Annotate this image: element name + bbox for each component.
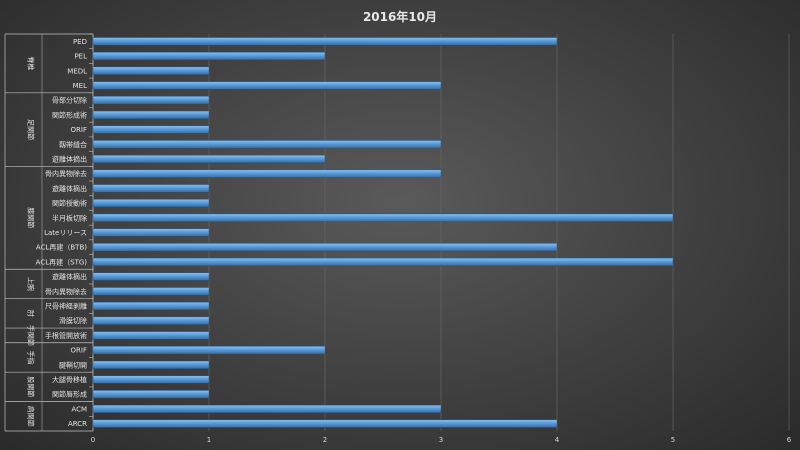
bar [92,419,558,428]
bar [92,184,210,193]
x-tick-label: 1 [207,436,211,444]
bar [92,360,210,369]
chart-title: 2016年10月 [363,9,437,24]
category-axis: PEDPELMEDLMEL骨部分切除関節形成術ORIF靱帯縫合遊離体摘出骨内異物… [4,33,94,432]
bar [92,316,210,325]
category-label: 大腿骨移植 [52,375,87,384]
bar [92,301,210,311]
category-label: 遊離体摘出 [52,184,87,193]
category-label: 半月板切除 [52,213,87,222]
x-tick-label: 0 [91,436,95,444]
category-label: ORIF [71,347,87,355]
bar [92,110,210,119]
category-label: 骨内異物除去 [45,169,87,178]
bar [92,375,210,384]
bar [92,140,442,149]
bar [92,199,210,208]
group-label: 脊椎 [26,56,35,70]
category-label: 滑膜切除 [59,316,87,325]
bar [92,169,442,178]
category-label: ACM [71,405,87,413]
x-tick-label: 4 [555,436,560,444]
group-label: 手指 [27,350,36,364]
x-tick-label: 2 [323,436,327,444]
category-label: MEDL [67,67,87,75]
bar [92,125,210,134]
bar [92,213,674,222]
group-label: 股関節 [27,376,36,397]
bar [92,81,442,90]
category-label: PEL [74,53,87,61]
group-label: 肩関節 [27,406,36,427]
gridlines [208,34,790,431]
x-tick-label: 5 [671,436,675,444]
bar [92,346,326,355]
category-label: 関節授動術 [52,199,87,208]
group-label: 肘 [27,310,36,317]
category-label: 遊離体摘出 [52,154,87,163]
bar [92,331,210,340]
x-axis-ticks: 0 1 2 3 4 5 6 [91,436,792,444]
group-label: 足関節 [27,119,36,140]
bar [92,243,558,252]
category-label: 骨内異物除去 [45,287,87,296]
group-label: 手関節 [27,325,36,346]
bar [92,37,558,46]
x-tick-label: 6 [787,436,792,444]
bar [92,390,210,399]
bar [92,272,210,281]
bars [92,37,674,428]
category-label: ACL再建（BTB) [36,243,87,252]
category-label: 関節唇形成 [52,390,87,399]
category-label: 手根管開放術 [45,331,87,340]
category-label: 骨部分切除 [52,96,87,105]
bar [92,287,210,296]
bar [92,96,210,105]
category-label: ORIF [71,126,87,134]
bar [92,404,442,413]
bar [92,257,674,266]
bar [92,66,210,75]
category-label: 遊離体摘出 [52,272,87,281]
category-label: MEL [73,82,87,90]
bar [92,154,326,164]
category-label: ACL再建（STG) [36,257,88,266]
group-label: 上腕 [27,277,36,291]
category-label: ARCR [68,420,87,428]
category-label: 靱帯縫合 [59,140,87,149]
category-label: 腱鞘切開 [59,360,87,369]
category-label: Lateリリース [44,229,87,237]
group-label: 膝関節 [27,207,36,228]
bar [92,52,326,61]
category-label: 関節形成術 [52,110,87,119]
category-label: PED [73,38,87,46]
bar [92,228,210,237]
category-label: 尺骨神経剥離 [45,302,87,311]
x-tick-label: 3 [439,436,443,444]
